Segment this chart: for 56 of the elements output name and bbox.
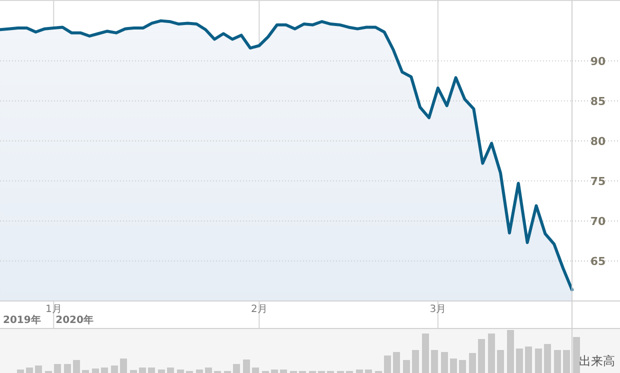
- text: 2019年: [3, 314, 41, 326]
- bar: [17, 370, 24, 373]
- bar: [252, 367, 259, 373]
- bar: [393, 352, 400, 373]
- bar: [450, 358, 457, 373]
- bar: [243, 360, 250, 373]
- bar: [412, 350, 419, 373]
- bar: [111, 365, 118, 373]
- bar: [177, 370, 184, 373]
- bar: [82, 370, 89, 373]
- y-tick-label: 90: [590, 54, 606, 68]
- bar: [233, 364, 240, 373]
- bar: [544, 344, 551, 373]
- bar: [431, 350, 438, 373]
- y-tick-label: 85: [590, 94, 606, 108]
- bar: [403, 360, 410, 373]
- bar: [356, 370, 363, 373]
- text: 2020年: [56, 314, 94, 326]
- bar: [422, 333, 429, 373]
- y-tick-label: 75: [590, 174, 606, 188]
- bar: [280, 370, 287, 373]
- bar: [469, 353, 476, 373]
- bar: [271, 370, 278, 373]
- bar: [148, 367, 155, 373]
- y-tick-label: 70: [590, 214, 606, 228]
- x-tick-label: 1月: [45, 304, 62, 315]
- bar: [497, 350, 504, 373]
- bar: [535, 348, 542, 373]
- bar: [54, 364, 61, 373]
- bar: [139, 367, 146, 373]
- bar: [525, 346, 532, 373]
- bar: [120, 358, 127, 373]
- bar: [488, 333, 495, 373]
- bar: [205, 367, 212, 373]
- bar: [92, 368, 99, 373]
- bar: [26, 367, 33, 373]
- bar: [35, 365, 42, 373]
- x-tick-label: 2月: [251, 304, 268, 315]
- bar: [101, 367, 108, 373]
- bar: [441, 352, 448, 373]
- bar: [516, 348, 523, 373]
- y-tick-label: 80: [590, 134, 606, 148]
- bar: [459, 360, 466, 373]
- bar: [365, 370, 372, 373]
- bar: [478, 339, 485, 373]
- y-axis-title: 出来高: [579, 354, 615, 368]
- bar: [73, 360, 80, 373]
- x-tick-label: 3月: [430, 304, 446, 315]
- bar: [554, 350, 561, 373]
- y-tick-label: 65: [590, 254, 606, 268]
- bar: [384, 355, 391, 373]
- bar: [167, 367, 174, 373]
- bar: [158, 370, 165, 373]
- bar: [196, 370, 203, 373]
- bar: [64, 364, 71, 373]
- bar: [130, 370, 137, 373]
